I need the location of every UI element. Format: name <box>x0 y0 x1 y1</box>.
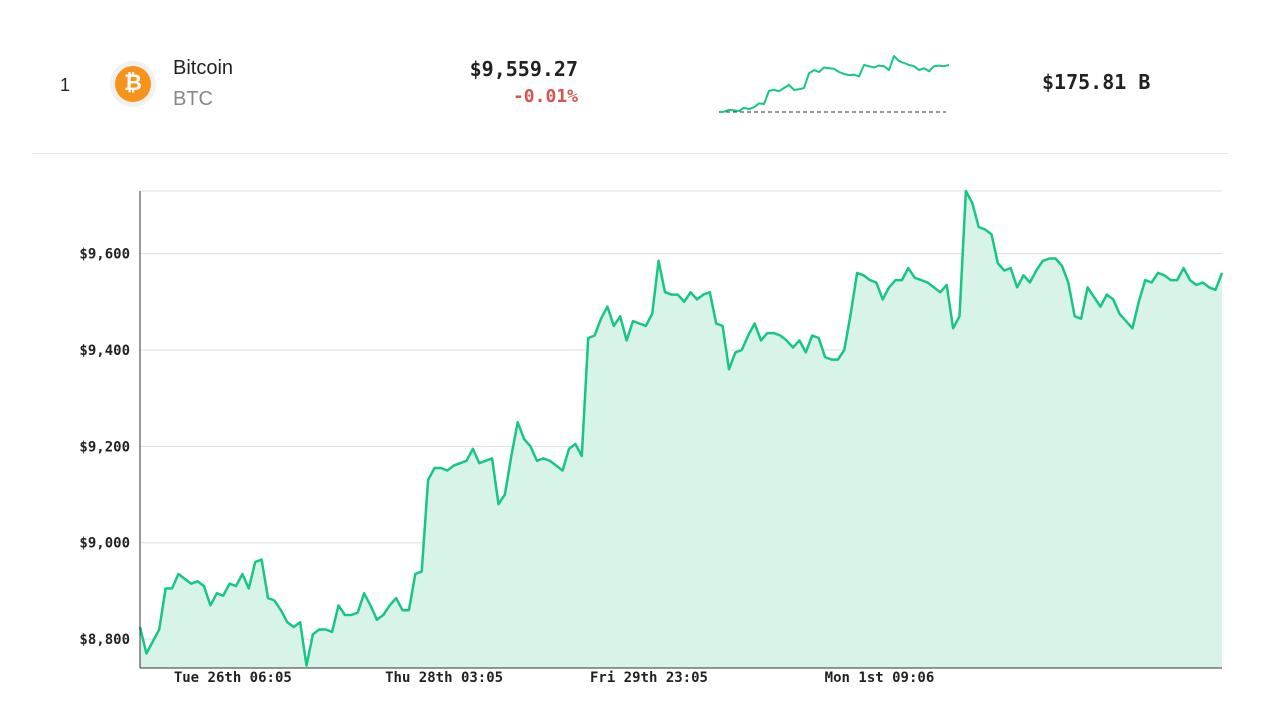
price-area <box>140 191 1222 668</box>
coin-row[interactable]: 1 ₿ Bitcoin BTC $9,559.27 -0.01% $175.81… <box>32 40 1228 154</box>
market-cap: $175.81 B <box>1042 70 1151 94</box>
y-tick-label: $8,800 <box>79 632 130 648</box>
x-tick-label: Tue 26th 06:05 <box>174 670 292 686</box>
y-tick-label: $9,000 <box>79 536 130 552</box>
coin-price: $9,559.27 <box>469 57 578 81</box>
sparkline-chart <box>718 55 950 113</box>
y-tick-label: $9,600 <box>79 247 130 263</box>
y-tick-label: $9,200 <box>79 439 130 455</box>
bitcoin-icon: ₿ <box>115 66 151 102</box>
coin-logo: ₿ <box>110 61 156 107</box>
x-tick-label: Mon 1st 09:06 <box>825 670 935 686</box>
coin-name[interactable]: Bitcoin <box>173 57 234 79</box>
x-tick-label: Fri 29th 23:05 <box>590 670 708 686</box>
price-line <box>138 189 1224 667</box>
y-tick-label: $9,400 <box>79 343 130 359</box>
coin-change: -0.01% <box>512 86 578 107</box>
sparkline-line <box>718 55 950 113</box>
coin-rank: 1 <box>60 75 71 95</box>
x-tick-label: Thu 28th 03:05 <box>385 670 503 686</box>
coin-symbol: BTC <box>173 88 213 110</box>
price-chart[interactable]: $8,800 $9,000 $9,200 $9,400 $9,600 Tue 26th 0… <box>0 170 1280 710</box>
